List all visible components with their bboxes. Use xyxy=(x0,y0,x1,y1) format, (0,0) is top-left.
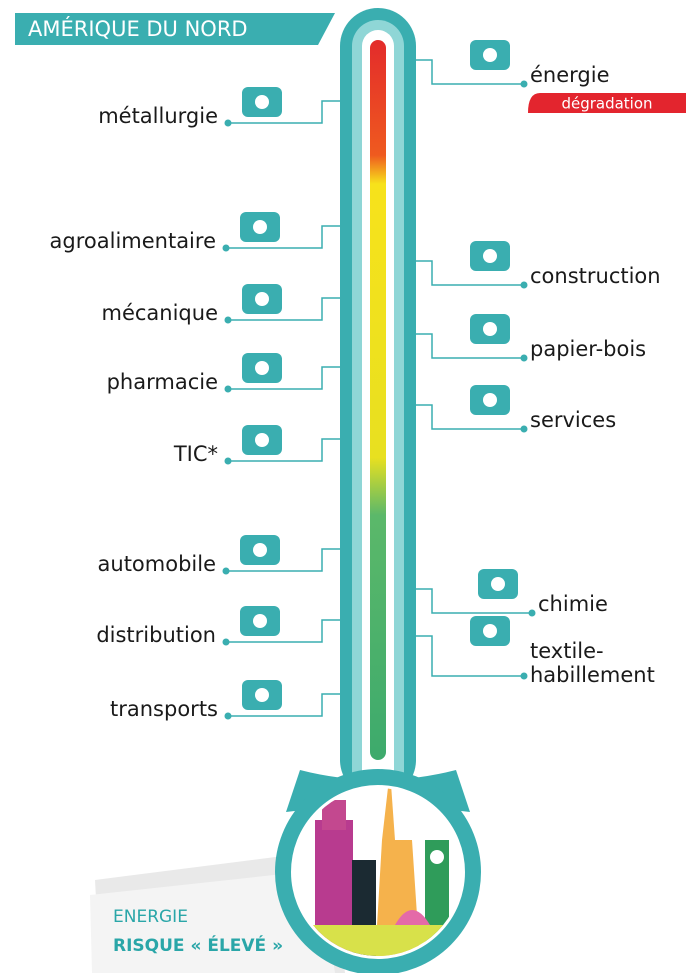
sector-label: textile- xyxy=(530,639,604,663)
badge-bg xyxy=(528,93,686,113)
sector-icon xyxy=(470,314,510,344)
connector-dot xyxy=(528,609,536,617)
connector-dot xyxy=(224,316,232,324)
icon-detail xyxy=(253,220,267,234)
connector xyxy=(228,297,340,321)
sector-icon xyxy=(478,569,518,599)
connector xyxy=(416,588,532,614)
connector-dot xyxy=(222,244,230,252)
icon-detail xyxy=(255,688,269,702)
icon-detail xyxy=(255,361,269,375)
connector xyxy=(228,366,340,390)
icon-detail xyxy=(483,393,497,407)
sector-icon xyxy=(240,212,280,242)
icon-detail xyxy=(255,95,269,109)
sector-label: énergie xyxy=(530,63,610,87)
note-line: ENERGIE xyxy=(113,907,188,927)
sector-label: construction xyxy=(530,264,661,288)
sector-label: pharmacie xyxy=(107,370,218,394)
sector-label: métallurgie xyxy=(98,104,218,128)
note-line: RISQUE « ÉLEVÉ » xyxy=(113,934,283,956)
icon-detail xyxy=(483,249,497,263)
sector-icon xyxy=(240,606,280,636)
header: AMÉRIQUE DU NORD xyxy=(15,13,335,45)
connector-dot xyxy=(520,354,528,362)
sector-label: TIC* xyxy=(173,442,218,466)
connector-dot xyxy=(224,119,232,127)
sector-icon xyxy=(242,425,282,455)
sector-label: agroalimentaire xyxy=(50,229,216,253)
connector xyxy=(228,693,340,717)
connector xyxy=(228,100,340,124)
sector-label: papier-bois xyxy=(530,337,646,361)
thermometer xyxy=(275,8,481,973)
sector-icon xyxy=(240,535,280,565)
connector xyxy=(416,59,524,85)
connector-dot xyxy=(520,281,528,289)
sector-label: distribution xyxy=(96,623,216,647)
sector-icon xyxy=(470,40,510,70)
icon-detail xyxy=(483,48,497,62)
sector-label: chimie xyxy=(538,592,608,616)
sector-icon xyxy=(470,385,510,415)
sector-icon xyxy=(242,680,282,710)
connector xyxy=(226,548,340,572)
sector-icon xyxy=(242,284,282,314)
connector-dot xyxy=(520,672,528,680)
icon-detail xyxy=(255,433,269,447)
icon-detail xyxy=(491,577,505,591)
header-title: AMÉRIQUE DU NORD xyxy=(28,16,248,41)
badge-label: dégradation xyxy=(561,95,652,113)
connector xyxy=(226,225,340,249)
sector-icon xyxy=(242,353,282,383)
icon-detail xyxy=(483,322,497,336)
icon-detail xyxy=(483,624,497,638)
connector-dot xyxy=(520,425,528,433)
connector xyxy=(416,635,524,677)
icon-detail xyxy=(253,543,267,557)
connector xyxy=(226,619,340,643)
connector xyxy=(416,260,524,286)
connector-dot xyxy=(224,712,232,720)
sector-label: transports xyxy=(110,697,218,721)
connector xyxy=(228,438,340,462)
connector-dot xyxy=(222,638,230,646)
connector-dot xyxy=(224,457,232,465)
sector-icon xyxy=(470,241,510,271)
sector-icon xyxy=(242,87,282,117)
connector-dot xyxy=(224,385,232,393)
connector xyxy=(416,333,524,359)
connector-dot xyxy=(222,567,230,575)
connector-dot xyxy=(520,80,528,88)
sector-icon xyxy=(470,616,510,646)
sector-label: automobile xyxy=(98,552,216,576)
sector-label: habillement xyxy=(530,663,655,687)
sector-label: mécanique xyxy=(102,301,219,325)
icon-detail xyxy=(253,614,267,628)
sector-label: services xyxy=(530,408,616,432)
connector xyxy=(416,404,524,430)
icon-detail xyxy=(255,292,269,306)
